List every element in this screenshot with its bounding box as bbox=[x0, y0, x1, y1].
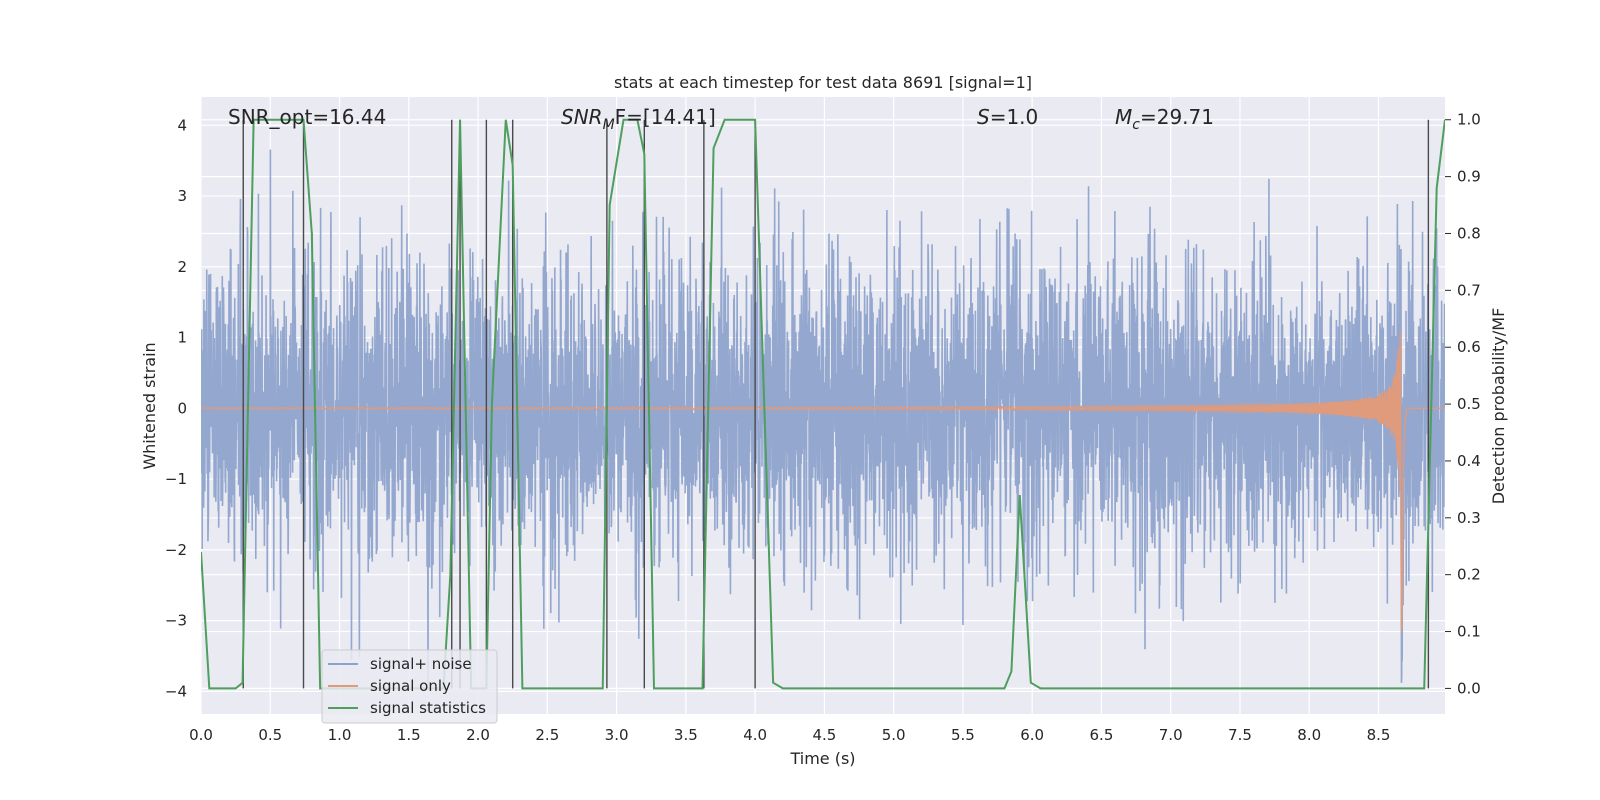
y-left-tick-label: −3 bbox=[165, 612, 187, 630]
y-right-tick-label: 0.8 bbox=[1457, 224, 1481, 242]
x-tick-label: 2.0 bbox=[466, 726, 490, 744]
legend-label-noise: signal+ noise bbox=[370, 655, 472, 673]
x-tick-label: 8.5 bbox=[1367, 726, 1391, 744]
x-tick-label: 5.5 bbox=[951, 726, 975, 744]
y-right-tick-label: 0.9 bbox=[1457, 168, 1481, 186]
annotations: SNR_opt=16.44 SNRMF=[14.41] S=1.0 Mc=29.… bbox=[228, 105, 1214, 133]
x-tick-label: 3.0 bbox=[605, 726, 629, 744]
x-axis-label: Time (s) bbox=[789, 749, 855, 768]
annotation-snr-mf: SNRMF=[14.41] bbox=[561, 105, 716, 133]
legend: signal+ noise signal only signal statist… bbox=[321, 649, 498, 724]
y-right-tick-label: 0.2 bbox=[1457, 566, 1481, 584]
legend-label-signal: signal only bbox=[370, 677, 451, 695]
annotation-s-main: S bbox=[977, 105, 990, 129]
x-tick-label: 7.0 bbox=[1159, 726, 1183, 744]
legend-box bbox=[321, 649, 498, 724]
x-tick-label: 5.0 bbox=[882, 726, 906, 744]
x-tick-label: 4.5 bbox=[812, 726, 836, 744]
x-tick-label: 6.5 bbox=[1090, 726, 1114, 744]
y-left-tick-label: 2 bbox=[177, 258, 187, 276]
y-right-tick-label: 0.0 bbox=[1457, 679, 1481, 697]
y-right-axis-label: Detection probability/MF bbox=[1489, 308, 1508, 505]
y-right-tick-label: 0.6 bbox=[1457, 338, 1481, 356]
x-tick-label: 0.5 bbox=[258, 726, 282, 744]
y-right-tick-label: 0.1 bbox=[1457, 623, 1481, 641]
y-left-tick-label: −1 bbox=[165, 470, 187, 488]
annotation-mc-sub: c bbox=[1132, 117, 1140, 133]
annotation-s: S=1.0 bbox=[977, 105, 1038, 129]
signal-line bbox=[201, 330, 1445, 632]
annotation-mc-main: M bbox=[1115, 105, 1132, 129]
series-signal-only bbox=[201, 330, 1445, 632]
annotation-mc-tail: =29.71 bbox=[1140, 105, 1214, 129]
x-tick-label: 8.0 bbox=[1297, 726, 1321, 744]
x-tick-label: 0.0 bbox=[189, 726, 213, 744]
y-left-tick-label: −4 bbox=[165, 682, 187, 700]
annotation-mc: Mc=29.71 bbox=[1115, 105, 1214, 133]
y-right-axis-ticks: 1.0 0.9 0.8 0.7 0.6 0.5 0.4 0.3 0.2 0.1 0.0 bbox=[1445, 111, 1481, 697]
x-tick-label: 3.5 bbox=[674, 726, 698, 744]
stats-line bbox=[201, 118, 1445, 690]
annotation-snr-opt: SNR_opt=16.44 bbox=[228, 105, 386, 129]
chart-title: stats at each timestep for test data 869… bbox=[614, 73, 1032, 92]
y-left-tick-label: −2 bbox=[165, 541, 187, 559]
x-tick-label: 1.5 bbox=[397, 726, 421, 744]
y-right-tick-label: 0.3 bbox=[1457, 509, 1481, 527]
annotation-snr-mf-sub: M bbox=[603, 117, 615, 133]
y-right-tick-label: 1.0 bbox=[1457, 111, 1481, 129]
annotation-snr-mf-tail: F=[14.41] bbox=[615, 105, 716, 129]
x-tick-label: 2.5 bbox=[535, 726, 559, 744]
legend-label-stats: signal statistics bbox=[370, 699, 486, 717]
x-tick-label: 6.0 bbox=[1020, 726, 1044, 744]
series-signal-statistics bbox=[201, 118, 1445, 690]
y-right-tick-label: 0.7 bbox=[1457, 281, 1481, 299]
x-tick-label: 7.5 bbox=[1228, 726, 1252, 744]
annotation-s-tail: =1.0 bbox=[990, 105, 1039, 129]
annotation-snr-mf-main: SNR bbox=[561, 105, 603, 129]
x-axis-ticks: 0.0 0.5 1.0 1.5 2.0 2.5 3.0 3.5 4.0 4.5 5.0 5.5 6.0 6… bbox=[189, 726, 1390, 744]
y-left-tick-label: 3 bbox=[177, 187, 187, 205]
series-signal-plus-noise bbox=[201, 149, 1445, 685]
y-left-tick-label: 4 bbox=[177, 116, 187, 134]
y-right-tick-label: 0.5 bbox=[1457, 395, 1481, 413]
x-tick-label: 1.0 bbox=[328, 726, 352, 744]
y-left-tick-label: 0 bbox=[177, 399, 187, 417]
y-left-tick-label: 1 bbox=[177, 329, 187, 347]
noise-line bbox=[201, 149, 1445, 685]
x-tick-label: 4.0 bbox=[743, 726, 767, 744]
y-left-axis-label: Whitened strain bbox=[140, 342, 159, 469]
y-left-axis-ticks: 4 3 2 1 0 −1 −2 −3 −4 bbox=[165, 116, 187, 700]
y-right-tick-label: 0.4 bbox=[1457, 452, 1481, 470]
